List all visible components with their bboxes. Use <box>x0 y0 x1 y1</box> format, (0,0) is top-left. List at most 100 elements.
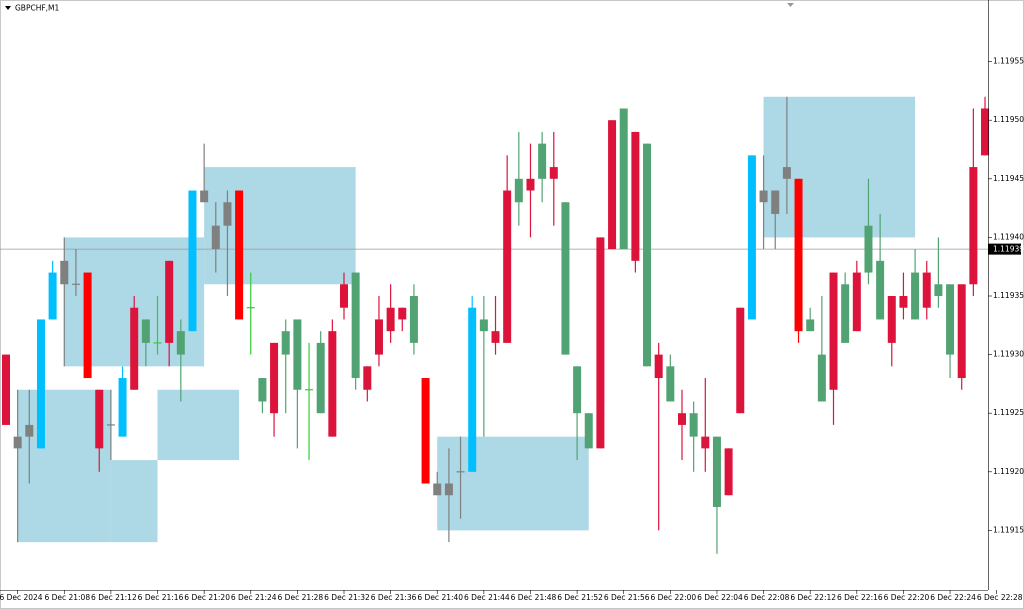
x-tick-label: 6 Dec 22:24 <box>930 593 976 602</box>
candle-body <box>95 389 104 449</box>
candle-body <box>328 331 337 437</box>
candle-body <box>864 225 873 273</box>
candle-body <box>316 342 325 414</box>
x-tick-label: 6 Dec 21:24 <box>231 593 277 602</box>
candle-body <box>444 483 453 496</box>
candle-body <box>188 190 197 332</box>
x-tick-label: 6 Dec 22:00 <box>650 593 696 602</box>
x-tick-label: 6 Dec 21:52 <box>557 593 603 602</box>
candle-body <box>957 284 966 379</box>
candle-body <box>293 319 302 390</box>
panel-toggle-icon[interactable] <box>787 3 794 7</box>
x-tick-label: 6 Dec 21:12 <box>91 593 137 602</box>
x-tick-label: 6 Dec 22:28 <box>977 593 1023 602</box>
candle-body <box>479 319 488 332</box>
candle-body <box>235 190 244 320</box>
y-tick-label: 1.11925 <box>993 408 1024 417</box>
candle-body <box>351 272 360 379</box>
x-tick-label: 6 Dec 21:40 <box>417 593 463 602</box>
candle-body <box>643 143 652 367</box>
zone <box>110 460 158 543</box>
candle-body <box>503 190 512 343</box>
candle-body <box>876 260 885 320</box>
x-tick-label: 6 Dec 21:32 <box>324 593 370 602</box>
x-tick-label: 6 Dec 22:16 <box>837 593 883 602</box>
candle-body <box>398 307 407 320</box>
x-tick-label: 6 Dec 2024 <box>0 593 43 602</box>
candle-body <box>386 307 395 332</box>
candle-body <box>409 296 418 343</box>
candle-body <box>118 378 127 437</box>
candle-body <box>211 225 220 250</box>
candle-body <box>374 319 383 355</box>
candle-body <box>899 296 908 308</box>
candle-body <box>514 178 523 203</box>
candle-body <box>549 167 558 179</box>
candle-body <box>421 378 430 484</box>
x-tick-label: 6 Dec 21:28 <box>278 593 324 602</box>
candle-body <box>817 354 826 402</box>
y-tick-label: 1.11930 <box>993 350 1024 359</box>
x-tick-label: 6 Dec 22:20 <box>884 593 930 602</box>
zone <box>157 389 240 461</box>
candle-body <box>724 448 733 496</box>
candle-body <box>677 413 686 425</box>
plot <box>0 96 990 554</box>
candle-body <box>619 108 628 250</box>
candle-body <box>13 436 22 449</box>
candle-body <box>969 167 978 285</box>
candle-body <box>258 378 267 402</box>
x-tick-label: 6 Dec 21:48 <box>511 593 557 602</box>
x-tick-label: 6 Dec 21:08 <box>44 593 90 602</box>
candle-body <box>363 366 372 390</box>
candle-body <box>130 307 139 390</box>
candle-body <box>701 436 710 449</box>
candle-body <box>573 366 582 414</box>
zone <box>437 436 589 531</box>
y-tick-label: 1.11915 <box>993 525 1024 534</box>
candle-body <box>747 155 756 320</box>
candle-body <box>339 284 348 308</box>
y-tick-label: 1.11935 <box>993 291 1024 300</box>
candle-body <box>141 319 150 343</box>
symbol-menu-icon[interactable] <box>5 6 11 10</box>
candle-body <box>759 190 768 203</box>
candle-body <box>794 178 803 332</box>
candle-body <box>782 167 791 179</box>
y-tick-label: 1.11945 <box>993 174 1024 183</box>
candle-body <box>165 260 174 343</box>
candle-body <box>608 120 617 250</box>
zone <box>763 96 916 238</box>
candle-body <box>946 284 955 355</box>
y-tick-label: 1.11955 <box>993 57 1024 66</box>
candle-body <box>584 413 593 449</box>
candle-body <box>712 436 721 507</box>
x-tick-label: 6 Dec 21:56 <box>604 593 650 602</box>
current-price-label: 1.11939 <box>993 245 1024 254</box>
candle-body <box>36 319 45 449</box>
candle-body <box>852 272 861 332</box>
candle-body <box>631 131 640 261</box>
candle-body <box>596 237 605 449</box>
candle-body <box>934 284 943 296</box>
candle-body <box>83 272 92 379</box>
x-tick-label: 6 Dec 22:04 <box>697 593 743 602</box>
chart-title: GBPCHF,M1 <box>15 4 60 13</box>
candle-body <box>491 331 500 343</box>
x-tick-label: 6 Dec 22:12 <box>790 593 836 602</box>
candle-body <box>538 143 547 179</box>
x-tick-label: 6 Dec 21:44 <box>464 593 510 602</box>
candle-body <box>981 108 990 156</box>
candle-body <box>526 178 535 191</box>
candle-body <box>922 272 931 308</box>
candle-body <box>771 190 780 214</box>
y-tick-label: 1.11940 <box>993 232 1024 241</box>
candle-body <box>911 272 920 320</box>
candle-body <box>689 413 698 437</box>
candle-body <box>829 272 838 390</box>
candle-body <box>176 331 185 355</box>
current-price-box <box>988 243 1021 255</box>
candle-body <box>841 284 850 343</box>
y-tick-label: 1.11920 <box>993 467 1024 476</box>
candle-body <box>806 319 815 332</box>
